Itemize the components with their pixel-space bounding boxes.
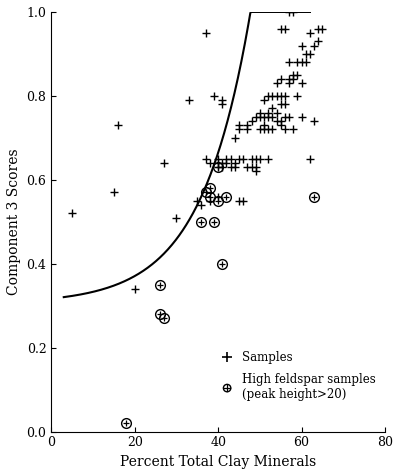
X-axis label: Percent Total Clay Minerals: Percent Total Clay Minerals bbox=[120, 455, 316, 469]
Y-axis label: Component 3 Scores: Component 3 Scores bbox=[7, 149, 21, 295]
Legend: Samples, High feldspar samples
(peak height>20): Samples, High feldspar samples (peak hei… bbox=[215, 347, 379, 405]
